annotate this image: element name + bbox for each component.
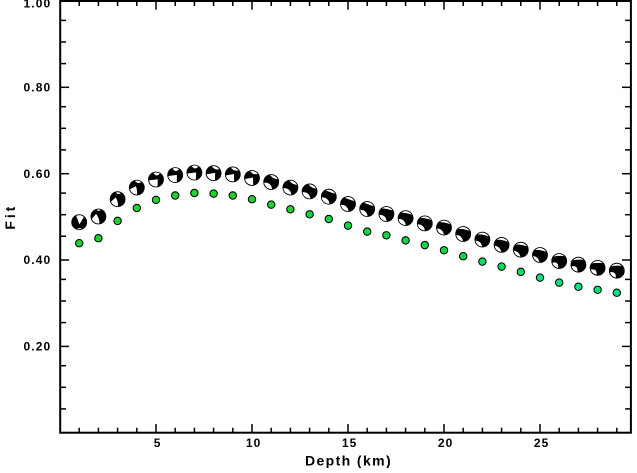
svg-text:0.20: 0.20 — [24, 340, 52, 354]
svg-text:15: 15 — [342, 436, 358, 450]
svg-text:5: 5 — [154, 436, 162, 450]
svg-text:0.80: 0.80 — [24, 81, 52, 95]
svg-text:1.00: 1.00 — [24, 0, 52, 11]
svg-text:0.60: 0.60 — [24, 167, 52, 181]
svg-text:0.40: 0.40 — [24, 253, 52, 267]
svg-text:20: 20 — [438, 436, 454, 450]
svg-text:Depth (km): Depth (km) — [305, 453, 392, 468]
svg-text:25: 25 — [534, 436, 550, 450]
svg-text:Fit: Fit — [2, 204, 18, 230]
svg-text:10: 10 — [246, 436, 262, 450]
